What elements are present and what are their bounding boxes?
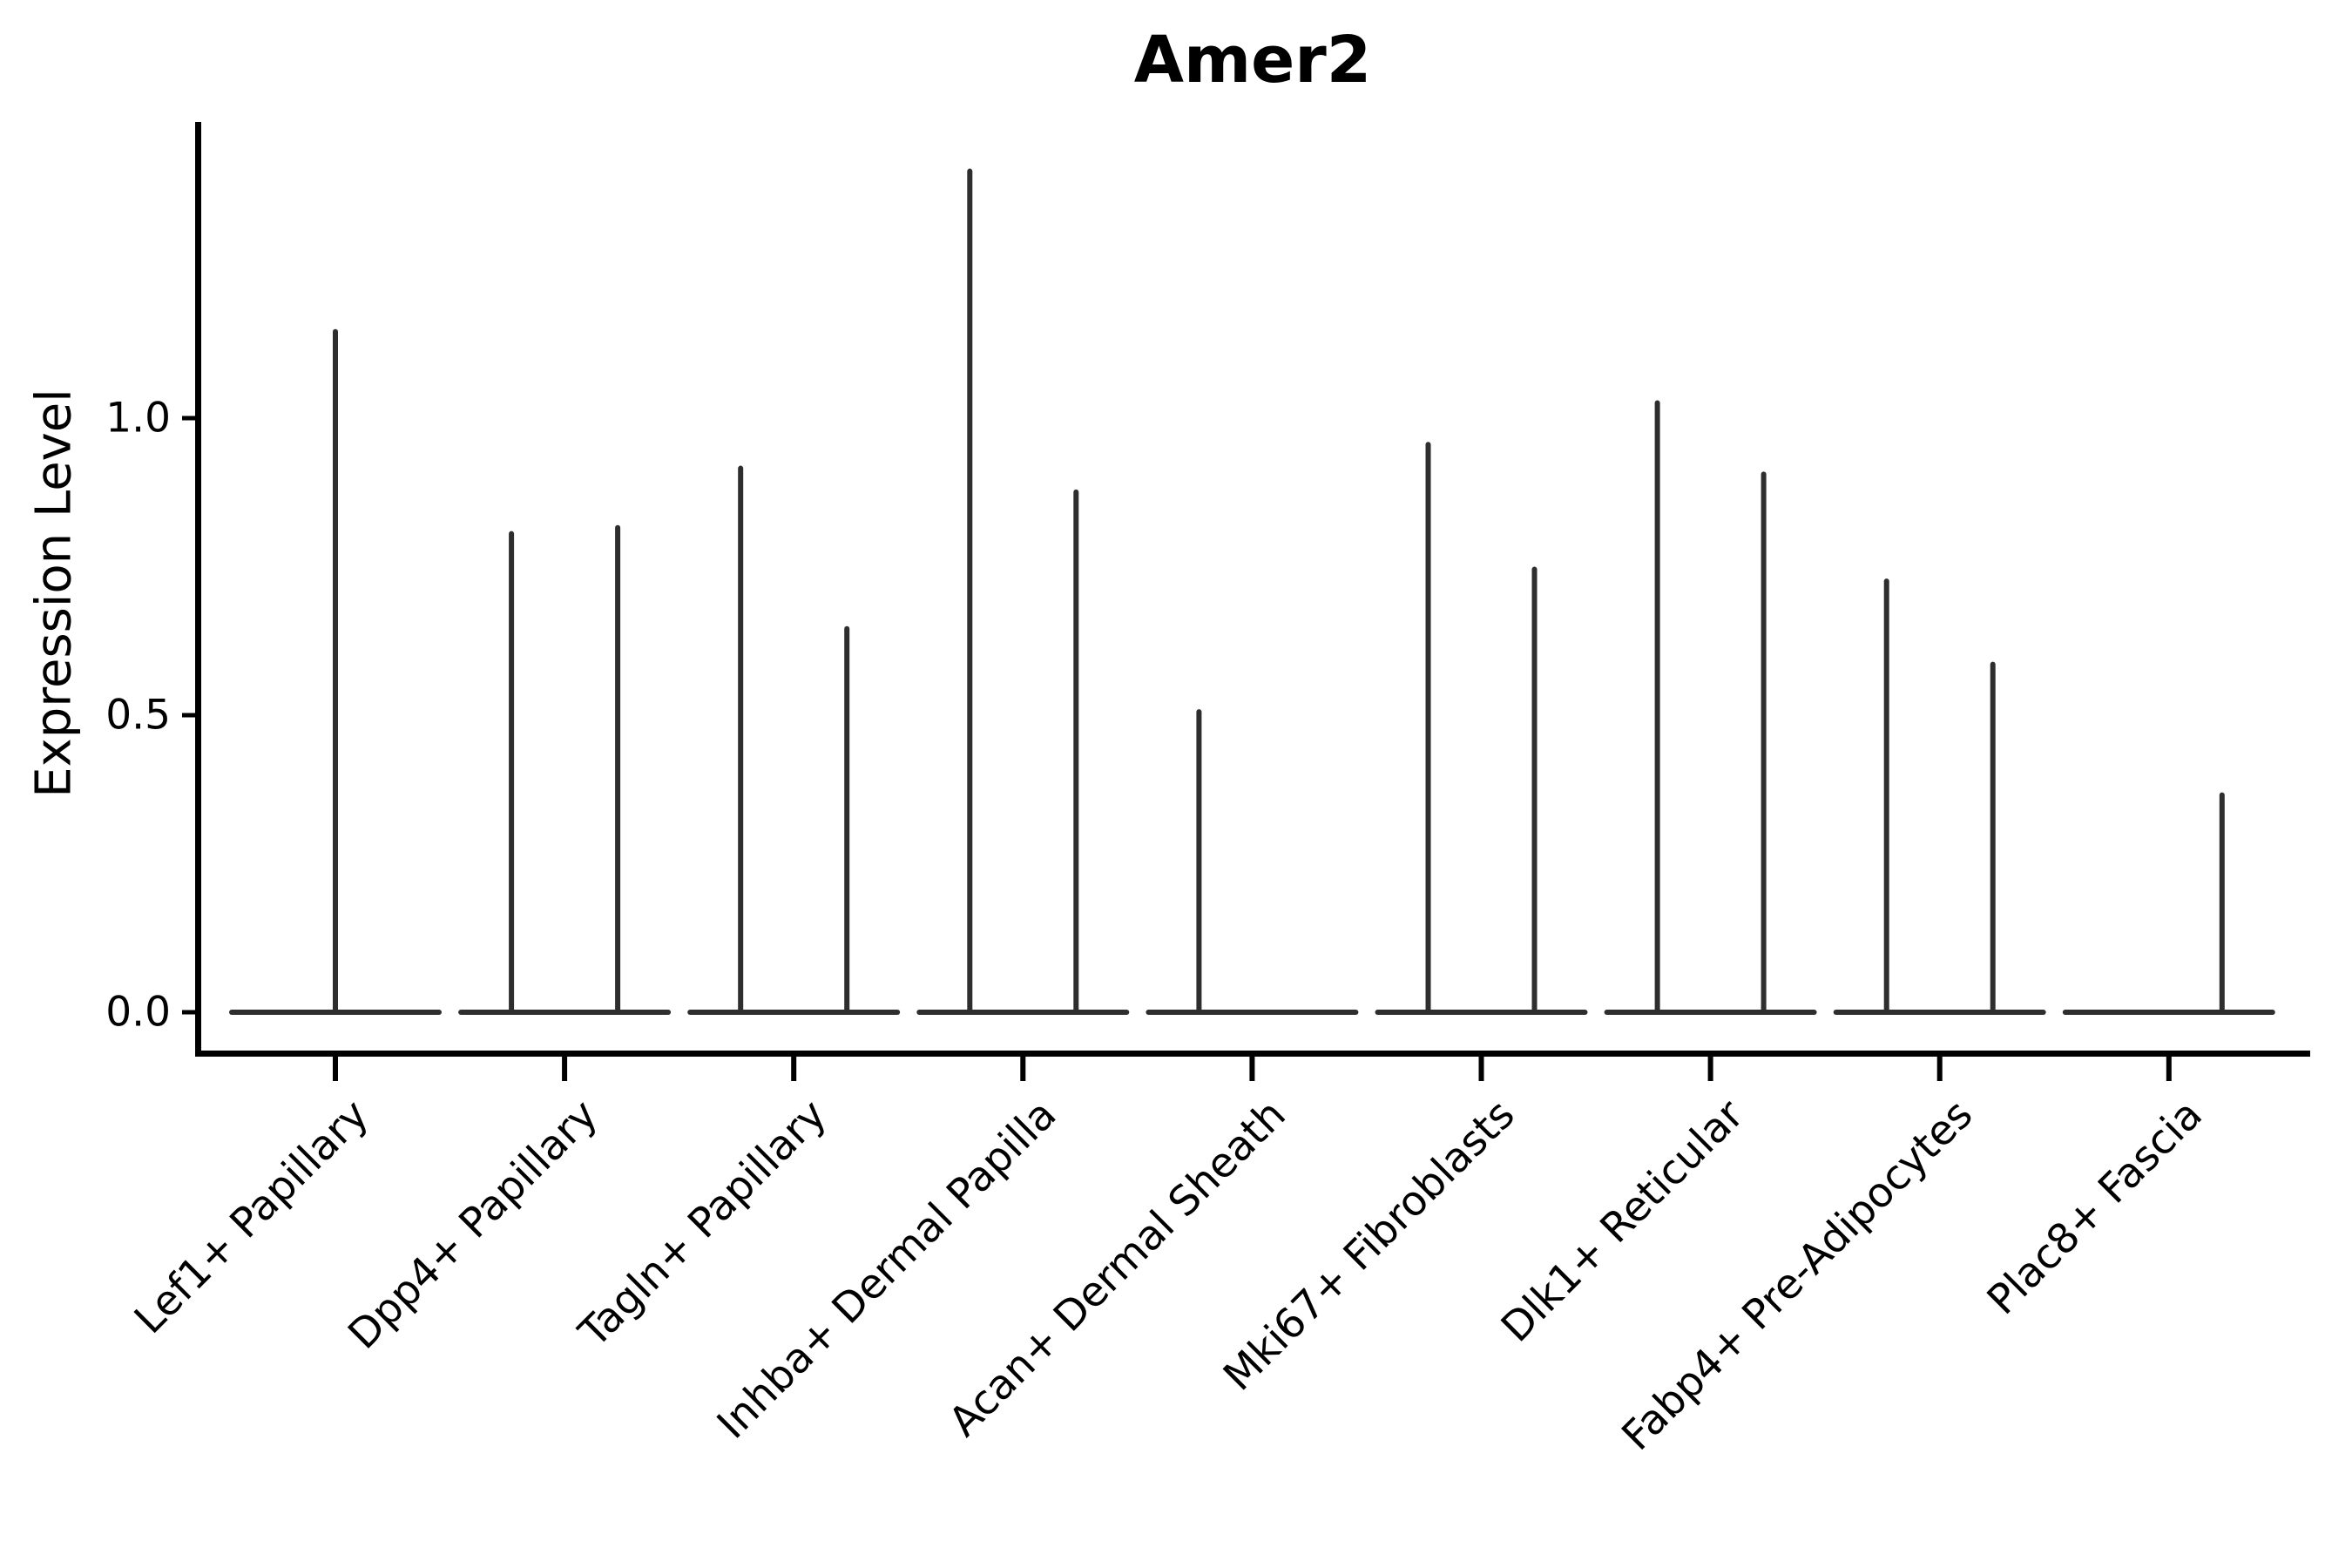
left-spine bbox=[195, 122, 201, 1057]
violin-spike bbox=[844, 625, 850, 1012]
violin-spike bbox=[1425, 442, 1431, 1012]
violin-spike bbox=[333, 328, 338, 1012]
x-tick bbox=[2166, 1057, 2172, 1081]
violin-spike bbox=[1990, 661, 1996, 1012]
x-tick-label: Dlk1+ Reticular bbox=[1492, 1091, 1754, 1352]
x-tick-label: Plac8+ Fascia bbox=[1977, 1091, 2212, 1324]
x-tick bbox=[1936, 1057, 1943, 1081]
y-tick-label: 0.5 bbox=[105, 691, 171, 740]
y-tick bbox=[182, 416, 195, 421]
violin-spike bbox=[509, 531, 515, 1012]
x-tick bbox=[333, 1057, 338, 1081]
violin-spike bbox=[1883, 578, 1889, 1012]
x-tick bbox=[1249, 1057, 1255, 1081]
chart-title: Amer2 bbox=[1133, 23, 1372, 98]
x-tick-label: Tagln+ Papillary bbox=[570, 1091, 837, 1357]
x-tick bbox=[562, 1057, 568, 1081]
violin-spike bbox=[1073, 489, 1079, 1012]
x-tick bbox=[791, 1057, 797, 1081]
x-tick bbox=[1707, 1057, 1713, 1081]
x-tick-label: Dpp4+ Papillary bbox=[339, 1091, 608, 1359]
x-tick bbox=[1020, 1057, 1026, 1081]
y-tick-label: 1.0 bbox=[105, 394, 171, 443]
y-tick-label: 0.0 bbox=[105, 988, 171, 1037]
x-tick-label: Lef1+ Papillary bbox=[125, 1091, 378, 1343]
bottom-spine bbox=[195, 1051, 2310, 1057]
violin-spike bbox=[738, 465, 744, 1012]
x-tick bbox=[1478, 1057, 1484, 1081]
y-tick bbox=[182, 713, 195, 718]
violin-spike bbox=[1761, 471, 1767, 1012]
violin-spike bbox=[967, 168, 973, 1012]
violin-spike bbox=[2219, 792, 2225, 1012]
y-tick bbox=[182, 1010, 195, 1015]
violin-spike bbox=[1196, 709, 1202, 1012]
violin-spike bbox=[615, 524, 621, 1012]
violin-spike bbox=[1531, 566, 1538, 1012]
violin-spike bbox=[1654, 400, 1660, 1012]
